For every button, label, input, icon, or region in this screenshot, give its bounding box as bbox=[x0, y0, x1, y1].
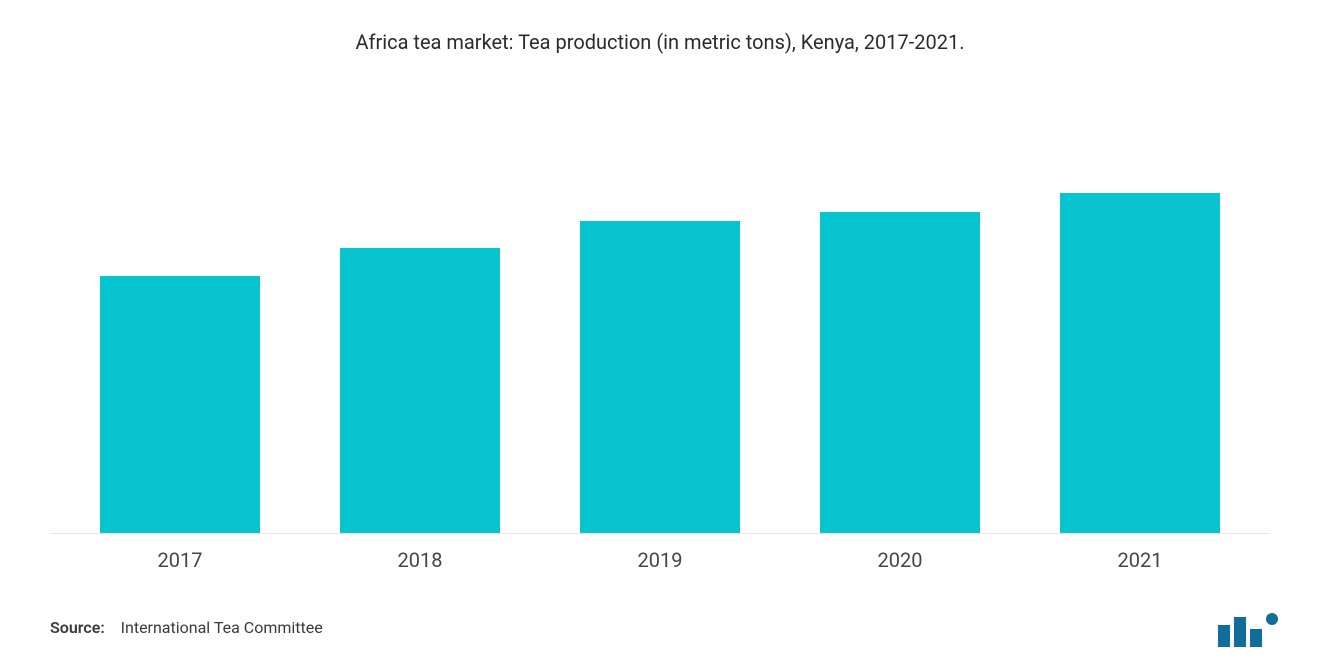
x-axis-label: 2019 bbox=[540, 548, 780, 572]
source-label: Source: bbox=[50, 618, 105, 637]
bar-slot bbox=[60, 74, 300, 533]
x-axis: 20172018201920202021 bbox=[50, 534, 1270, 572]
bar bbox=[340, 248, 500, 533]
bar-slot bbox=[780, 74, 1020, 533]
plot-area bbox=[50, 74, 1270, 534]
chart-container: Africa tea market: Tea production (in me… bbox=[0, 0, 1320, 665]
bar-slot bbox=[1020, 74, 1260, 533]
bar bbox=[100, 276, 260, 533]
bar-slot bbox=[540, 74, 780, 533]
source-attribution: Source: International Tea Committee bbox=[50, 618, 323, 637]
chart-title: Africa tea market: Tea production (in me… bbox=[50, 30, 1270, 54]
x-axis-label: 2017 bbox=[60, 548, 300, 572]
x-axis-label: 2020 bbox=[780, 548, 1020, 572]
bar-slot bbox=[300, 74, 540, 533]
x-axis-label: 2018 bbox=[300, 548, 540, 572]
bar bbox=[1060, 193, 1220, 533]
x-axis-label: 2021 bbox=[1020, 548, 1260, 572]
bar bbox=[580, 221, 740, 533]
brand-logo-icon bbox=[1216, 611, 1280, 647]
source-text: International Tea Committee bbox=[121, 618, 323, 637]
bar bbox=[820, 212, 980, 533]
